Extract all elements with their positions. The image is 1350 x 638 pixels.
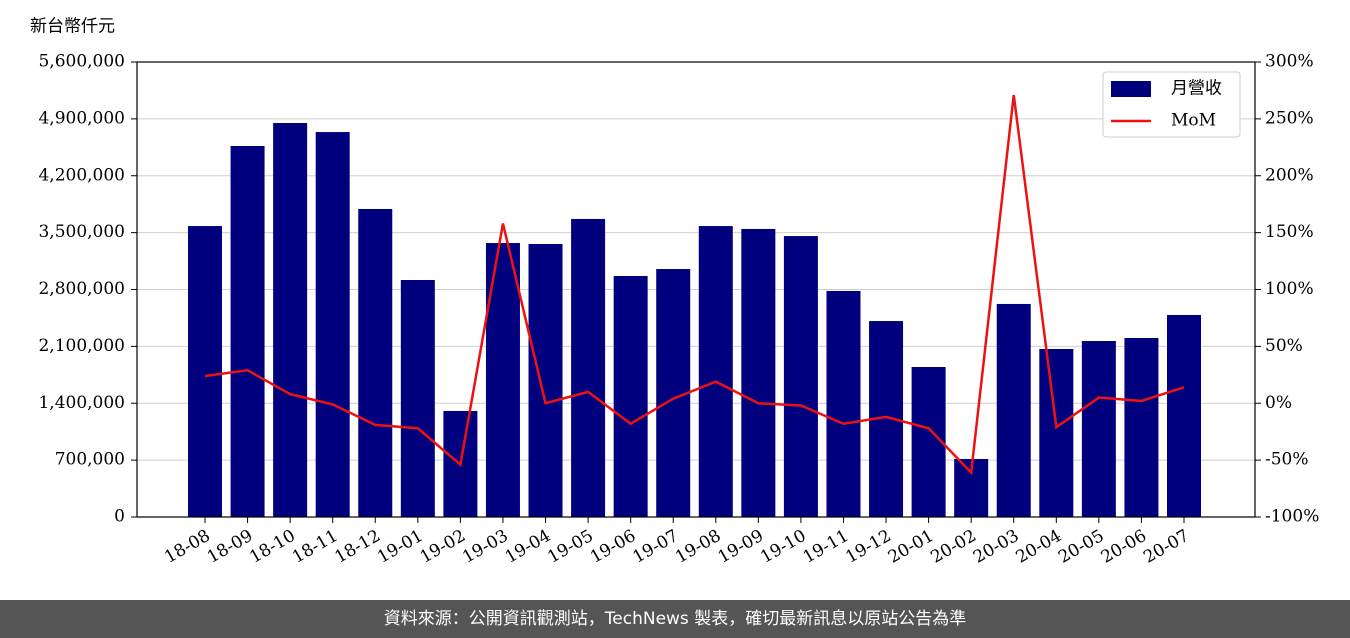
y-tick-label: 4,200,000 (38, 165, 125, 185)
x-tick-label: 18-08 (161, 526, 213, 568)
bar (996, 303, 1031, 517)
x-tick-label: 18-12 (332, 526, 384, 568)
y2-tick-label: -100% (1265, 507, 1319, 527)
bar (1039, 348, 1074, 517)
bar (1124, 338, 1159, 517)
bar (273, 123, 308, 518)
x-tick-label: 19-09 (715, 526, 767, 568)
y2-tick-label: 250% (1265, 108, 1314, 128)
bar (571, 218, 606, 517)
x-tick-label: 19-11 (800, 526, 852, 568)
legend-label: MoM (1171, 111, 1216, 131)
bar (400, 279, 435, 517)
bar (188, 226, 222, 517)
x-tick-label: 20-04 (1013, 526, 1065, 568)
x-tick-label: 18-10 (246, 526, 298, 568)
bar (783, 236, 818, 517)
x-tick-label: 20-02 (927, 526, 979, 568)
bar (358, 208, 393, 517)
x-tick-label: 18-11 (289, 526, 341, 568)
x-tick-label: 19-08 (672, 526, 724, 568)
bar (315, 132, 350, 517)
bar (698, 226, 733, 517)
y-tick-label: 0 (114, 507, 125, 527)
x-tick-label: 19-02 (417, 526, 469, 568)
y-tick-label: 3,500,000 (38, 222, 125, 242)
x-tick-label: 19-03 (459, 526, 511, 568)
x-tick-label: 20-06 (1098, 526, 1150, 568)
chart: 新台幣仟元 0 700,000 1,400,000 2,100,000 2,800,00… (30, 17, 1319, 568)
x-tick-label: 19-10 (757, 526, 809, 568)
y2-tick-label: 50% (1265, 336, 1303, 356)
y-tick-label: 700,000 (55, 450, 125, 470)
x-tick-label: 20-03 (970, 526, 1022, 568)
y-tick-label: 2,800,000 (38, 279, 125, 299)
x-tick-label: 19-06 (587, 526, 639, 568)
bar (1167, 315, 1201, 517)
y-tick-label: 2,100,000 (38, 336, 125, 356)
y2-tick-label: 0% (1265, 393, 1292, 413)
y-tick-label: 4,900,000 (38, 108, 125, 128)
line (204, 94, 1185, 476)
x-tick-label: 19-07 (630, 526, 682, 568)
y-tick-label: 1,400,000 (38, 393, 125, 413)
bar (911, 367, 946, 517)
footer: 資料來源：公開資訊觀測站，TechNews 製表，確切最新訊息以原站公告為準 (0, 600, 1350, 638)
x-tick-label: 20-07 (1140, 526, 1192, 568)
x-tick-label: 18-09 (204, 526, 256, 568)
bar (528, 244, 563, 517)
bar (1081, 341, 1116, 517)
x-tick-label: 19-05 (544, 526, 596, 568)
x-tick-label: 19-04 (502, 526, 554, 568)
y-axis-label: 新台幣仟元 (30, 17, 115, 37)
bar (741, 228, 776, 517)
plot-frame (136, 61, 1256, 518)
bar (230, 146, 265, 517)
y2-tick-label: 100% (1265, 279, 1314, 299)
legend-swatch (1111, 81, 1151, 97)
y2-tick-label: 150% (1265, 222, 1314, 242)
x-tick-label: 20-01 (885, 526, 937, 568)
y-tick-label: 5,600,000 (38, 52, 125, 72)
legend-label: 月營收 (1171, 79, 1222, 99)
x-tick-label: 20-05 (1055, 526, 1107, 568)
bar (826, 290, 861, 517)
x-tick-label: 19-12 (842, 526, 894, 568)
bar (613, 276, 648, 517)
y2-tick-label: 200% (1265, 165, 1314, 185)
y2-tick-label: 300% (1265, 52, 1314, 72)
x-tick-label: 19-01 (374, 526, 426, 568)
y2-tick-label: -50% (1265, 450, 1309, 470)
